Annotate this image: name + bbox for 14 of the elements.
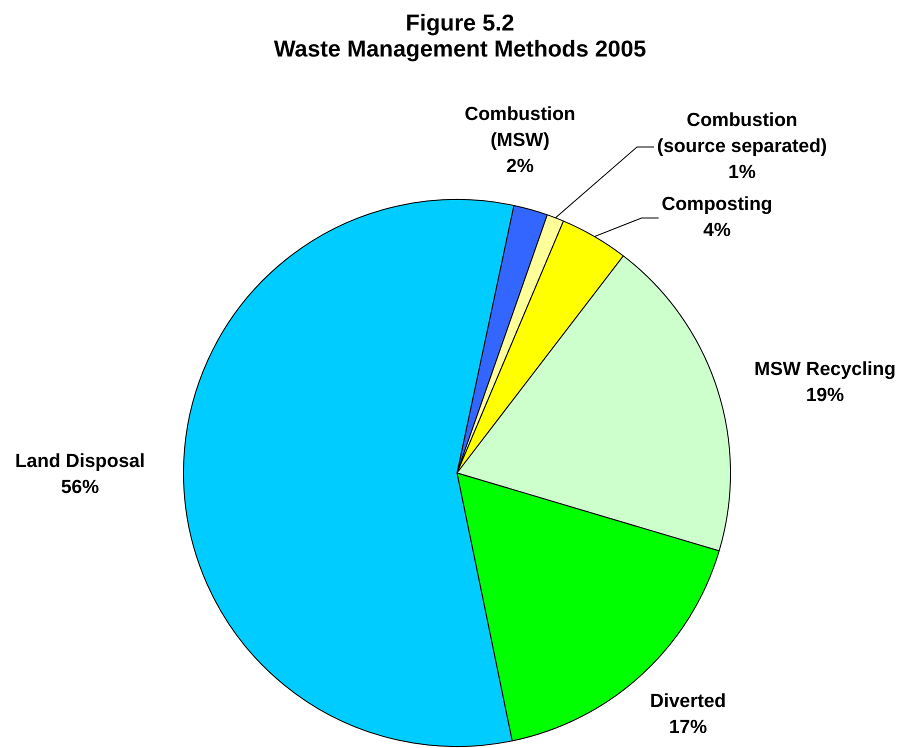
slice-label: Combustion (MSW) xyxy=(464,104,576,152)
slice-label: MSW Recycling xyxy=(754,359,896,380)
chart-title: Figure 5.2 xyxy=(406,9,514,36)
slice-label: Combustion (source separated) xyxy=(656,110,828,158)
data-label: 1% xyxy=(728,162,756,184)
chart-subtitle: Waste Management Methods 2005 xyxy=(274,35,646,62)
data-label: 17% xyxy=(668,717,708,738)
data-label: 19% xyxy=(806,385,844,406)
slice-label: Diverted xyxy=(650,691,726,712)
slice-label: Land Disposal xyxy=(15,451,145,472)
data-label: 2% xyxy=(506,156,534,178)
slice-label: Composting xyxy=(662,194,772,216)
data-label: 4% xyxy=(703,220,731,242)
data-label: 56% xyxy=(60,477,100,498)
